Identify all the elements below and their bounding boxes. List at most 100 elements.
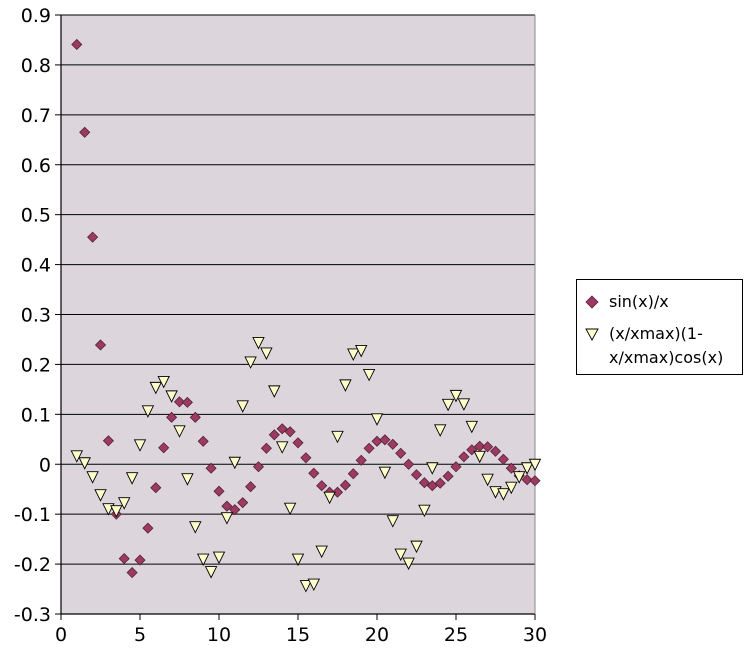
data-point-cos (331, 430, 344, 444)
data-point-cos (283, 502, 297, 516)
data-point-cos (433, 424, 447, 437)
series-scaled-cos (70, 337, 542, 593)
x-tick-label: 5 (134, 624, 146, 646)
data-point-cos (244, 356, 257, 369)
data-point-sinx (339, 479, 351, 491)
data-point-cos (505, 481, 518, 495)
data-point-cos (125, 472, 139, 485)
y-tick-label: -0.2 (14, 554, 51, 576)
x-tick-label: 25 (444, 624, 468, 646)
x-tick-label: 30 (523, 624, 547, 646)
data-point-cos (133, 439, 147, 452)
data-point-sinx (442, 470, 454, 482)
data-point-cos (189, 521, 202, 534)
y-tick-label: 0.3 (21, 305, 51, 327)
legend: sin(x)/x (x/xmax)(1-x/xmax)cos(x) (576, 279, 743, 375)
data-point-cos (457, 398, 471, 411)
data-point-cos (497, 488, 510, 501)
y-tick-label: 0.6 (21, 155, 51, 177)
data-point-cos (117, 497, 131, 510)
data-point-sinx (71, 38, 83, 51)
data-point-sinx (403, 458, 415, 470)
data-point-sinx (363, 442, 375, 454)
data-point-sinx (221, 500, 233, 512)
data-point-cos (386, 515, 400, 528)
x-tick-label: 0 (55, 624, 67, 646)
data-point-sinx (142, 522, 154, 534)
data-point-sinx (529, 475, 541, 487)
data-point-cos (86, 471, 99, 484)
data-point-cos (410, 540, 423, 554)
data-point-cos (520, 462, 534, 475)
data-point-sinx (166, 411, 178, 423)
data-point-cos (323, 491, 336, 505)
data-point-sinx (410, 469, 423, 481)
data-point-cos (220, 512, 234, 525)
data-point-cos (204, 566, 218, 579)
data-point-cos (236, 400, 249, 413)
data-point-cos (299, 580, 313, 593)
data-point-cos (78, 457, 91, 470)
data-point-sinx (173, 396, 186, 408)
data-point-sinx (331, 486, 344, 498)
x-tick-label: 20 (365, 624, 389, 646)
data-point-cos (149, 381, 163, 395)
y-tick-label: -0.3 (14, 604, 51, 626)
y-tick-label: 0.2 (21, 354, 51, 376)
y-tick-label: 0.1 (21, 404, 51, 426)
data-point-sinx (418, 477, 430, 489)
data-point-cos (228, 456, 242, 470)
data-point-cos (260, 347, 273, 360)
data-point-sinx (213, 485, 225, 497)
data-point-sinx (292, 437, 304, 449)
data-point-sinx (276, 423, 288, 435)
data-point-cos (449, 389, 463, 403)
y-tick-label: 0.9 (21, 5, 51, 27)
x-tick-label: 10 (207, 624, 231, 646)
data-point-cos (307, 578, 321, 592)
data-point-cos (275, 441, 289, 454)
data-point-cos (394, 548, 407, 562)
x-tick-labels: 0 5 10 15 20 25 30 (55, 624, 547, 646)
data-point-cos (528, 458, 542, 472)
data-point-sinx (189, 411, 201, 423)
data-point-cos (481, 473, 494, 487)
data-point-cos (362, 368, 376, 382)
data-point-cos (268, 385, 281, 398)
data-point-cos (347, 348, 360, 361)
data-point-sinx (497, 453, 509, 465)
data-point-sinx (521, 474, 533, 486)
data-point-sinx (347, 468, 359, 480)
y-tick-label: 0.8 (21, 55, 51, 77)
data-point-cos (291, 553, 305, 567)
data-point-cos (94, 489, 107, 502)
data-point-cos (402, 557, 415, 571)
data-point-sinx (126, 567, 138, 579)
data-point-sinx (205, 462, 217, 474)
data-point-sinx (237, 497, 249, 509)
data-point-cos (418, 504, 431, 518)
data-point-cos (165, 390, 178, 403)
data-point-sinx (134, 554, 146, 566)
data-point-sinx (450, 461, 462, 473)
data-point-sinx (181, 396, 193, 408)
data-point-sinx (379, 434, 391, 446)
data-point-cos (110, 505, 123, 518)
data-point-cos (157, 375, 170, 389)
data-point-cos (339, 379, 352, 392)
data-point-sinx (482, 441, 494, 453)
data-point-cos (141, 405, 155, 418)
triangle-down-marker-icon (585, 328, 599, 341)
data-point-sinx (300, 452, 312, 464)
data-point-sinx (94, 339, 107, 351)
data-point-sinx (158, 442, 170, 454)
x-tick-label: 15 (286, 624, 310, 646)
data-point-sinx (308, 467, 320, 479)
data-point-sinx (434, 477, 446, 489)
y-tick-label: 0.5 (21, 205, 51, 227)
data-point-sinx (268, 429, 280, 441)
data-point-sinx (118, 553, 130, 565)
data-point-cos (212, 551, 226, 565)
data-point-sinx (316, 480, 328, 492)
